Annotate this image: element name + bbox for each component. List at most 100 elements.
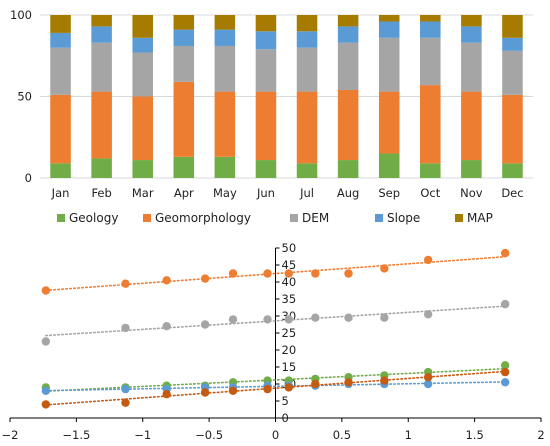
bar-segment-dem bbox=[296, 47, 318, 92]
scatter-x-tick-label: −1 bbox=[134, 428, 151, 442]
data-point-dem bbox=[380, 313, 389, 322]
scatter-y-tick-label: 20 bbox=[282, 343, 297, 357]
bar-segment-geomorphology bbox=[50, 94, 71, 164]
data-point-geomorphology bbox=[228, 269, 238, 278]
bar-segment-geology bbox=[214, 156, 236, 178]
data-point-geomorphology bbox=[311, 269, 320, 278]
scatter-y-tick-label: 25 bbox=[282, 326, 297, 340]
bar-segment-dem bbox=[502, 50, 523, 95]
data-point-geology bbox=[500, 361, 510, 370]
bar-segment-slope bbox=[420, 21, 441, 38]
data-point-geomorphology bbox=[423, 255, 433, 265]
scatter-y-tick-label: 45 bbox=[282, 258, 297, 272]
bar-segment-map bbox=[255, 15, 277, 32]
data-point-dem bbox=[200, 320, 210, 329]
bar-segment-map bbox=[420, 15, 441, 22]
bar-x-tick-label: Mar bbox=[132, 186, 154, 200]
bar-segment-slope bbox=[50, 32, 71, 48]
bar-segment-slope bbox=[461, 26, 482, 43]
data-point-red_series bbox=[41, 400, 51, 409]
bar-segment-geology bbox=[255, 160, 277, 178]
bar-segment-slope bbox=[378, 21, 400, 38]
data-point-slope bbox=[423, 379, 433, 389]
bar-segment-dem bbox=[50, 47, 71, 95]
legend-swatch-map bbox=[455, 214, 463, 222]
bar-segment-dem bbox=[214, 45, 236, 92]
bar-segment-geomorphology bbox=[214, 91, 236, 157]
bar-segment-geomorphology bbox=[173, 81, 195, 157]
data-point-geomorphology bbox=[344, 269, 353, 278]
bar-segment-geomorphology bbox=[378, 91, 400, 154]
data-point-red_series bbox=[263, 384, 272, 394]
data-point-red_series bbox=[423, 373, 433, 382]
bar-segment-map bbox=[132, 15, 153, 38]
bar-segment-dem bbox=[378, 37, 400, 92]
bar-x-tick-label: Nov bbox=[460, 186, 483, 200]
bar-x-tick-label: Aug bbox=[337, 186, 359, 200]
legend-swatch-slope bbox=[375, 214, 383, 222]
bar-segment-map bbox=[296, 15, 318, 32]
data-point-geomorphology bbox=[41, 286, 51, 295]
legend-swatch-geomorphology bbox=[143, 214, 151, 222]
scatter-x-tick-label: 1 bbox=[405, 428, 412, 442]
bar-segment-slope bbox=[173, 29, 195, 46]
data-point-dem bbox=[263, 315, 272, 324]
bar-segment-geology bbox=[132, 160, 153, 178]
data-point-dem bbox=[423, 310, 433, 319]
bar-segment-map bbox=[337, 15, 359, 27]
data-point-red_series bbox=[380, 376, 389, 385]
bar-segment-map bbox=[214, 15, 236, 30]
bar-x-tick-label: May bbox=[213, 186, 237, 200]
data-point-slope bbox=[41, 386, 51, 395]
bar-segment-dem bbox=[255, 49, 277, 92]
bar-segment-geomorphology bbox=[91, 91, 112, 159]
bar-segment-geomorphology bbox=[420, 85, 441, 164]
data-point-dem bbox=[228, 315, 238, 324]
bar-segment-geology bbox=[173, 156, 195, 178]
data-point-red_series bbox=[200, 388, 210, 397]
data-point-red_series bbox=[500, 367, 510, 377]
bar-y-tick-label: 50 bbox=[17, 90, 32, 104]
bar-segment-geology bbox=[378, 153, 400, 178]
legend-label-dem: DEM bbox=[302, 211, 329, 225]
bar-segment-slope bbox=[91, 26, 112, 43]
bar-segment-geomorphology bbox=[461, 91, 482, 161]
scatter-y-tick-label: 15 bbox=[282, 360, 297, 374]
data-point-geomorphology bbox=[263, 269, 272, 278]
data-point-dem bbox=[500, 299, 510, 309]
bar-segment-dem bbox=[132, 52, 153, 97]
bar-segment-map bbox=[91, 15, 112, 27]
bar-segment-geomorphology bbox=[337, 89, 359, 161]
bar-segment-dem bbox=[420, 37, 441, 86]
data-point-dem bbox=[311, 313, 320, 322]
stacked-bar-chart: 0 50 100 Jan Feb Mar Apr May Jun Jul Aug Sep Oct Nov D… bbox=[10, 8, 533, 200]
data-point-red_series bbox=[344, 378, 353, 387]
data-point-dem bbox=[121, 323, 130, 333]
scatter-y-tick-label: 0 bbox=[282, 411, 289, 425]
data-point-slope bbox=[121, 384, 130, 394]
bar-segment-slope bbox=[296, 31, 318, 48]
data-point-geomorphology bbox=[380, 264, 389, 273]
bar-segment-slope bbox=[337, 26, 359, 43]
data-point-red_series bbox=[311, 379, 320, 389]
data-point-geomorphology bbox=[284, 269, 293, 278]
bar-x-tick-label: Jul bbox=[299, 186, 314, 200]
scatter-x-tick-label: −2 bbox=[2, 428, 19, 442]
scatter-y-tick-label: 50 bbox=[282, 241, 297, 255]
data-point-dem bbox=[162, 322, 171, 331]
bar-segment-map bbox=[173, 15, 195, 30]
legend-label-geomorphology: Geomorphology bbox=[155, 211, 251, 225]
bar-segment-geology bbox=[502, 163, 523, 178]
bar-segment-geomorphology bbox=[502, 94, 523, 164]
scatter-x-tick-label: 0.5 bbox=[333, 428, 351, 442]
scatter-chart: −2−1.5−1−0.500.511.520510152025303540455… bbox=[2, 241, 545, 442]
legend-swatch-geology bbox=[57, 214, 65, 222]
bar-segment-geology bbox=[296, 163, 318, 178]
data-point-red_series bbox=[284, 383, 293, 392]
bar-x-tick-label: Feb bbox=[91, 186, 111, 200]
bar-segment-map bbox=[502, 15, 523, 38]
bar-segment-geology bbox=[50, 163, 71, 178]
legend-label-slope: Slope bbox=[387, 211, 420, 225]
bar-segment-geomorphology bbox=[296, 91, 318, 164]
